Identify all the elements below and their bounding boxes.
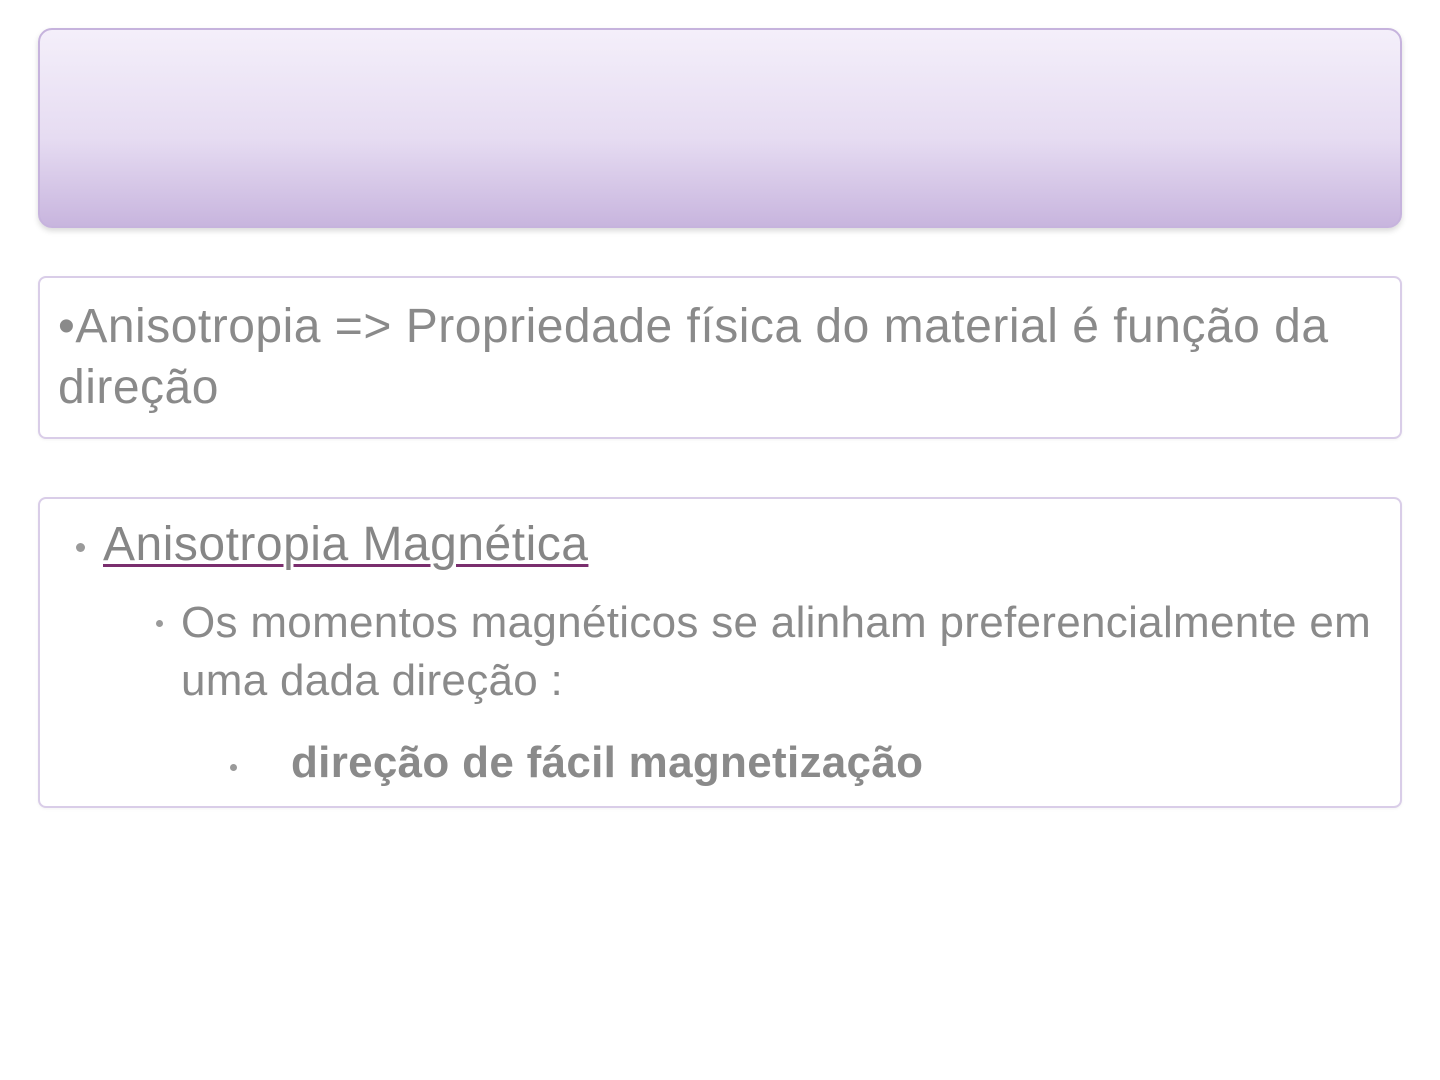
subpoint-row: Os momentos magnéticos se alinham prefer… xyxy=(58,594,1374,710)
bullet-glyph: • xyxy=(58,300,75,353)
heading-row: Anisotropia Magnética xyxy=(58,517,1374,572)
bullet-icon xyxy=(230,764,237,771)
details-box: Anisotropia Magnética Os momentos magnét… xyxy=(38,497,1402,808)
bullet-icon xyxy=(76,543,85,552)
subpoint-text: Os momentos magnéticos se alinham prefer… xyxy=(181,594,1374,710)
header-banner xyxy=(38,28,1402,228)
definition-box: •Anisotropia => Propriedade física do ma… xyxy=(38,276,1402,439)
subsubpoint-text: direção de fácil magnetização xyxy=(291,738,923,788)
subsubpoint-row: direção de fácil magnetização xyxy=(58,738,1374,788)
definition-text: •Anisotropia => Propriedade física do ma… xyxy=(58,296,1374,419)
definition-content: Anisotropia => Propriedade física do mat… xyxy=(58,300,1329,414)
section-heading: Anisotropia Magnética xyxy=(103,517,588,572)
bullet-icon xyxy=(156,620,163,627)
